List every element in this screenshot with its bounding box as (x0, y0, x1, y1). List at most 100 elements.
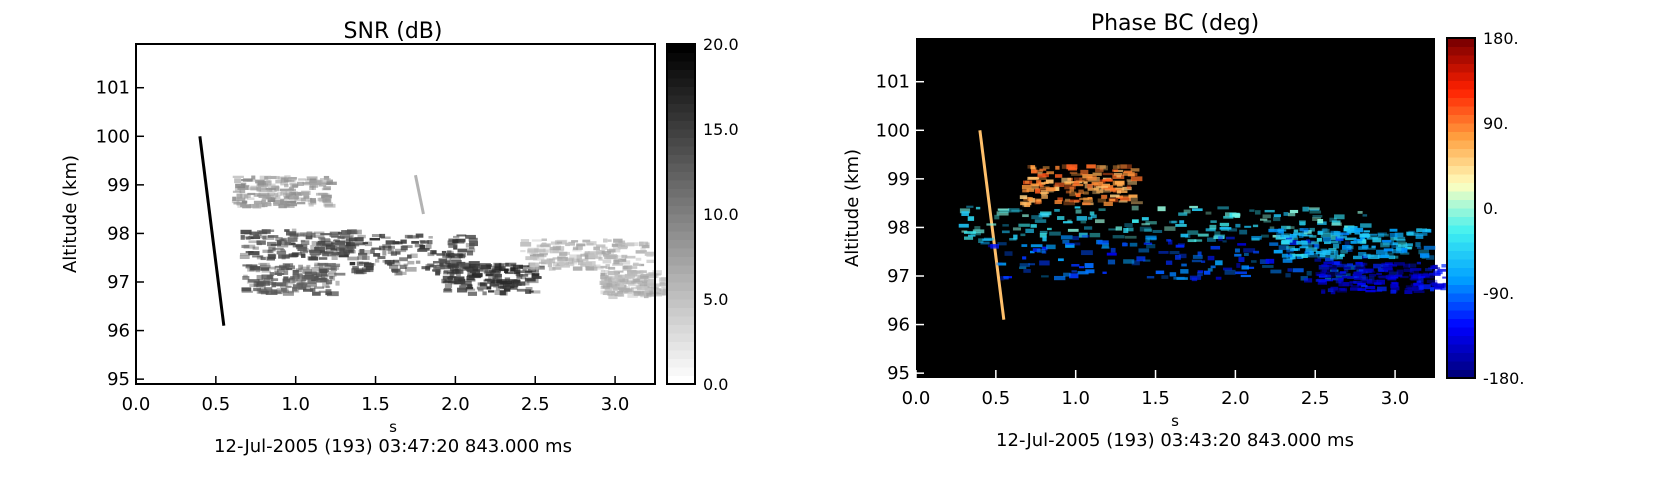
snr-echo-cell (261, 202, 268, 208)
phase-echo-cell (1261, 234, 1269, 238)
phase-echo-cell (1251, 260, 1257, 263)
snr-echo-cell (600, 290, 613, 295)
snr-echo-cell (564, 257, 574, 261)
phase-echo-cell (1030, 250, 1035, 254)
snr-echo-cell (599, 281, 609, 285)
phase-colorbar-swatch (1447, 242, 1475, 251)
phase-echo-cell (1042, 173, 1049, 178)
phase-ylabel: Altitude (km) (842, 149, 863, 267)
snr-echo-cell (320, 244, 331, 248)
snr-echo-cell (612, 245, 622, 250)
snr-echo-cell (268, 175, 277, 180)
snr-chart: SNR (dB) 0.0 0.5 1.0 1.5 2.0 2.5 3.0 95 96 97 98 9… (60, 19, 739, 457)
phase-colorbar-swatch (1447, 165, 1475, 175)
snr-ylabel: Altitude (km) (60, 155, 81, 273)
phase-echo-cell (1045, 187, 1056, 192)
snr-echo-cell (450, 280, 460, 285)
phase-echo-cell (1217, 206, 1229, 210)
phase-echo-cell (1327, 271, 1335, 277)
phase-echo-cell (1289, 233, 1297, 238)
phase-echo-cell (1167, 239, 1173, 245)
phase-echo-cell (1127, 180, 1137, 185)
phase-echo-cell (1379, 269, 1389, 272)
snr-echo-cell (444, 279, 452, 283)
snr-echo-cell (339, 233, 350, 239)
snr-echo-cell (243, 244, 256, 249)
phase-echo-cell (1416, 228, 1423, 233)
phase-echo-cell (1276, 232, 1285, 238)
snr-echo-cell (321, 194, 332, 199)
snr-echo-region (520, 238, 655, 271)
phase-echo-cell (1338, 278, 1344, 282)
phase-echo-cell (1004, 251, 1013, 256)
snr-echo-cell (404, 266, 417, 272)
snr-echo-cell (294, 288, 300, 293)
snr-echo-cell (641, 244, 650, 249)
phase-echo-cell (1144, 228, 1153, 232)
phase-echo-cell (1205, 211, 1212, 215)
snr-echo-cell (615, 283, 620, 287)
phase-echo-cell (997, 262, 1007, 266)
snr-echo-cell (290, 176, 297, 180)
snr-echo-cell (586, 261, 596, 267)
snr-echo-cell (250, 185, 258, 191)
snr-echo-cell (276, 268, 285, 273)
snr-echo-cell (323, 202, 333, 207)
phase-echo-cell (1336, 235, 1348, 239)
snr-echo-cell (242, 275, 250, 280)
snr-echo-cell (257, 243, 262, 246)
phase-echo-cell (1057, 216, 1065, 220)
phase-echo-cell (1124, 235, 1137, 239)
snr-echo-cell (598, 256, 603, 261)
phase-ytick-label: 97 (887, 266, 910, 287)
snr-echo-cell (239, 189, 246, 194)
snr-echo-cell (516, 274, 529, 277)
snr-echo-cell (232, 190, 242, 193)
phase-echo-cell (1207, 255, 1215, 261)
phase-echo-cell (1045, 179, 1054, 184)
snr-echo-cell (652, 289, 660, 293)
phase-echo-cell (1371, 245, 1376, 249)
snr-echo-cell (647, 282, 655, 287)
snr-echo-cell (259, 188, 267, 192)
snr-echo-cell (231, 199, 240, 204)
snr-echo-cell (607, 277, 613, 283)
phase-echo-cell (1109, 198, 1116, 202)
snr-echo-cell (428, 236, 433, 239)
phase-echo-cell (1287, 268, 1293, 272)
snr-footer: 12-Jul-2005 (193) 03:47:20 843.000 ms (214, 436, 572, 457)
phase-echo-region (958, 205, 1372, 244)
snr-echo-cell (466, 274, 479, 278)
snr-echo-cell (263, 194, 272, 199)
snr-echo-cell (257, 194, 266, 197)
phase-echo-cell (1023, 269, 1031, 273)
snr-echo-cell (612, 283, 619, 289)
snr-echo-cell (646, 273, 657, 279)
snr-echo-cell (633, 278, 640, 283)
snr-xlabel: s (389, 418, 397, 436)
snr-ytick-label: 99 (107, 175, 130, 196)
snr-echo-cell (467, 269, 479, 272)
snr-echo-cell (646, 259, 655, 264)
phase-echo-cell (1381, 254, 1388, 258)
phase-echo-cell (1064, 181, 1072, 185)
snr-echo-cell (300, 240, 310, 245)
snr-echo-cell (299, 250, 308, 254)
snr-echo-cell (266, 183, 272, 187)
phase-echo-cell (1410, 268, 1422, 271)
snr-echo-cell (558, 262, 565, 266)
snr-echo-cell (364, 241, 373, 247)
snr-echo-cell (362, 255, 370, 260)
snr-echo-cell (305, 275, 315, 280)
phase-echo-cell (1169, 250, 1180, 255)
snr-echo-cell (351, 229, 362, 235)
phase-echo-cell (1337, 235, 1347, 239)
snr-echo-region (441, 262, 545, 296)
snr-echo-cell (332, 263, 341, 268)
snr-echo-cell (379, 233, 386, 238)
snr-echo-cell (532, 256, 545, 261)
phase-echo-cell (1320, 232, 1332, 238)
snr-echo-cell (604, 274, 609, 277)
snr-echo-cell (572, 249, 582, 252)
phase-echo-cell (1074, 206, 1081, 209)
